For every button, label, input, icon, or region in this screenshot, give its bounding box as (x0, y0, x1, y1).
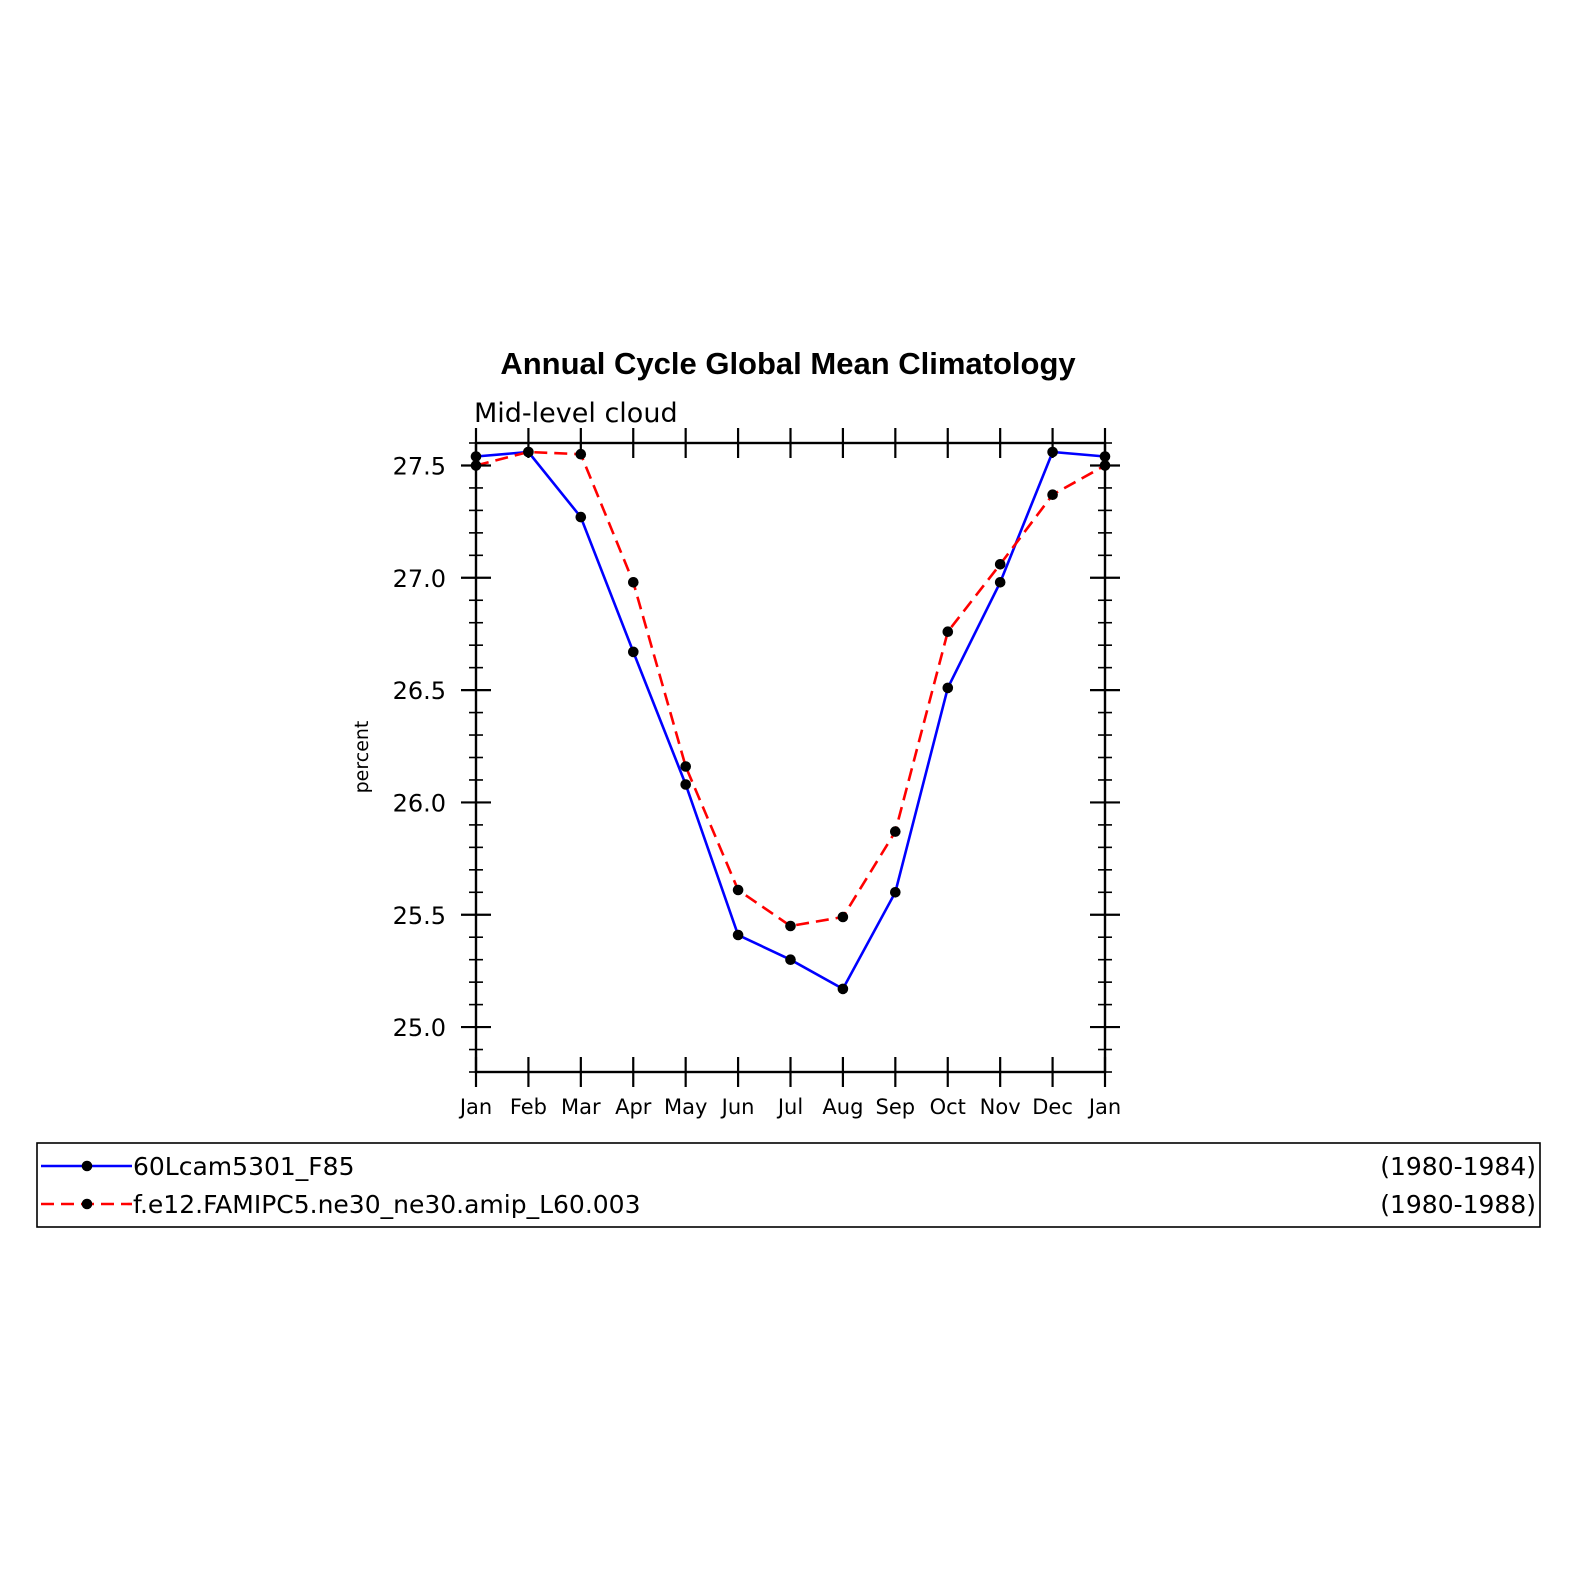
axes-layer: Jan Feb Mar Apr May Jun Jul Aug Sep Oct Nov Dec Jan 2… (393, 428, 1121, 1119)
series-2-point (994, 559, 1006, 570)
legend-marker-2 (81, 1198, 93, 1210)
y-tick-label: 25.0 (393, 1014, 446, 1042)
series-1-point (680, 779, 691, 790)
series-1-point (575, 511, 587, 523)
x-tick-label: Nov (980, 1095, 1021, 1119)
series-line-2 (475, 450, 1106, 928)
series-2-point (628, 577, 639, 588)
legend-marker-1 (81, 1160, 93, 1172)
legend-period-2: (1980-1988) (1380, 1190, 1536, 1219)
series-1-point (994, 577, 1006, 588)
x-tick-label: Aug (822, 1095, 863, 1119)
y-tick-label: 27.0 (393, 565, 446, 593)
x-tick-label: Sep (876, 1095, 916, 1119)
y-tick-label: 26.5 (393, 677, 446, 705)
series-2-point (1047, 489, 1058, 501)
series-1-point (837, 983, 849, 995)
series-1-point (628, 646, 639, 658)
legend-label-1: 60Lcam5301_F85 (133, 1152, 354, 1181)
x-tick-label: Feb (510, 1095, 547, 1119)
legend-label-2: f.e12.FAMIPC5.ne30_ne30.amip_L60.003 (133, 1190, 641, 1219)
series-1-point (890, 887, 901, 898)
series-2-point (785, 920, 796, 932)
legend-period-1: (1980-1984) (1380, 1152, 1536, 1181)
x-tick-label: May (664, 1095, 707, 1119)
series-line-1 (475, 450, 1106, 991)
chart-title: Annual Cycle Global Mean Climatology (500, 346, 1076, 381)
series-2-point (732, 884, 744, 896)
y-tick-label: 25.5 (393, 902, 446, 930)
series-1-point (732, 929, 744, 941)
x-tick-label: Oct (930, 1095, 966, 1119)
x-tick-label: Jan (1087, 1095, 1121, 1119)
series-2-point (680, 761, 691, 772)
y-tick-label: 27.5 (393, 452, 446, 480)
chart-subtitle: Mid-level cloud (474, 398, 678, 429)
plot-frame (474, 441, 1107, 1074)
series-2-point (890, 826, 901, 837)
x-tick-label: Mar (561, 1095, 601, 1119)
series-1-point (785, 954, 796, 965)
legend-box (36, 1142, 1541, 1228)
y-axis-label: percent (351, 721, 373, 794)
x-tick-label: Jul (776, 1095, 803, 1119)
x-tick-label: Dec (1032, 1095, 1073, 1119)
x-tick-label: Jan (458, 1095, 492, 1119)
series-1-point (942, 682, 954, 694)
legend: 60Lcam5301_F85 (1980-1984) f.e12.FAMIPC5.n… (36, 1142, 1541, 1228)
series-2-point (942, 626, 954, 637)
x-tick-label: Apr (615, 1095, 652, 1119)
x-tick-label: Jun (720, 1095, 755, 1119)
series-2-point (837, 911, 849, 923)
y-tick-label: 26.0 (393, 789, 446, 817)
series-layer (470, 446, 1111, 995)
